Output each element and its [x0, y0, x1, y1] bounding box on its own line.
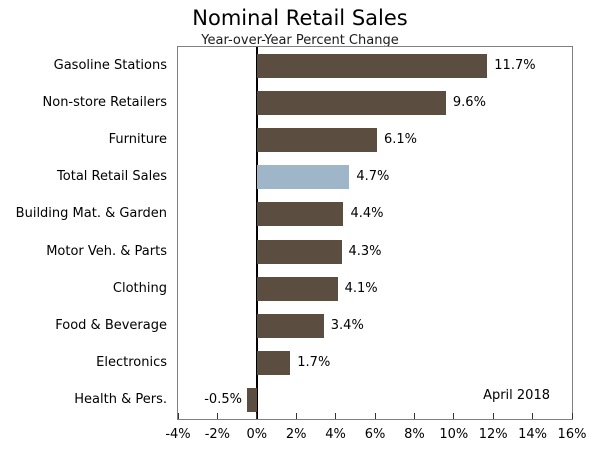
category-label-non-store-retailers: Non-store Retailers: [42, 94, 167, 110]
value-label-total-retail-sales: 4.7%: [356, 169, 390, 185]
bar-food-beverage: [256, 314, 324, 338]
x-tick-label-0: 0%: [246, 427, 268, 442]
x-tick-mark: [177, 413, 179, 419]
x-tick-label-4: 4%: [325, 427, 346, 442]
value-label-motor-veh-parts: 4.3%: [348, 243, 382, 259]
category-label-motor-veh-parts: Motor Veh. & Parts: [46, 243, 167, 259]
category-label-electronics: Electronics: [96, 355, 167, 371]
bar-total-retail-sales: [256, 165, 350, 190]
x-tick-label-14: 14%: [518, 427, 548, 442]
x-tick-mark: [335, 413, 337, 419]
category-label-clothing: Clothing: [112, 280, 167, 296]
category-label-gasoline-stations: Gasoline Stations: [53, 57, 167, 73]
value-label-non-store-retailers: 9.6%: [452, 94, 486, 110]
x-tick-mark: [453, 413, 455, 419]
value-label-gasoline-stations: 11.7%: [494, 57, 536, 73]
value-label-clothing: 4.1%: [344, 280, 378, 296]
category-label-furniture: Furniture: [108, 132, 167, 147]
x-tick-label-2: 2%: [285, 427, 307, 442]
bar-non-store-retailers: [256, 90, 446, 115]
x-tick-label-12: 12%: [478, 427, 508, 442]
category-label-total-retail-sales: Total Retail Sales: [57, 169, 167, 185]
chart-title: Nominal Retail Sales: [192, 6, 408, 30]
x-tick-mark: [571, 413, 573, 419]
value-label-building-mat-garden: 4.4%: [350, 206, 384, 222]
x-tick-mark: [374, 413, 376, 419]
chart-subtitle: Year-over-Year Percent Change: [201, 33, 399, 48]
x-tick-label-6: 6%: [364, 427, 386, 442]
zero-axis-line: [255, 47, 258, 419]
x-tick-label-neg2: -2%: [204, 427, 231, 442]
value-label-furniture: 6.1%: [383, 132, 417, 147]
x-tick-mark: [256, 413, 258, 419]
value-label-electronics: 1.7%: [297, 355, 331, 371]
x-tick-mark: [532, 413, 534, 419]
bar-furniture: [256, 128, 377, 152]
bar-motor-veh-parts: [256, 239, 342, 264]
bar-clothing: [256, 276, 338, 301]
x-tick-label-10: 10%: [439, 427, 469, 442]
value-label-health-pers: -0.5%: [204, 392, 242, 408]
category-label-health-pers: Health & Pers.: [74, 392, 167, 408]
bar-electronics: [256, 351, 291, 376]
x-tick-mark: [216, 413, 218, 419]
category-label-building-mat-garden: Building Mat. & Garden: [15, 206, 167, 222]
bar-health-pers: [246, 388, 257, 413]
x-tick-label-8: 8%: [404, 427, 425, 442]
plot-area: 11.7% 9.6% 6.1% 4.7% 4.4% 4.3% 4.1% 3.4% 1.7% -0.…: [177, 46, 573, 420]
x-tick-mark: [413, 413, 415, 419]
x-tick-label-16: 16%: [557, 427, 587, 442]
bar-gasoline-stations: [256, 53, 488, 78]
bar-building-mat-garden: [256, 202, 344, 227]
value-label-food-beverage: 3.4%: [330, 318, 364, 333]
x-tick-mark: [492, 413, 494, 419]
x-tick-mark: [295, 413, 297, 419]
x-tick-label-neg4: -4%: [165, 427, 191, 442]
category-label-food-beverage: Food & Beverage: [55, 318, 167, 333]
date-annotation: April 2018: [483, 388, 550, 404]
